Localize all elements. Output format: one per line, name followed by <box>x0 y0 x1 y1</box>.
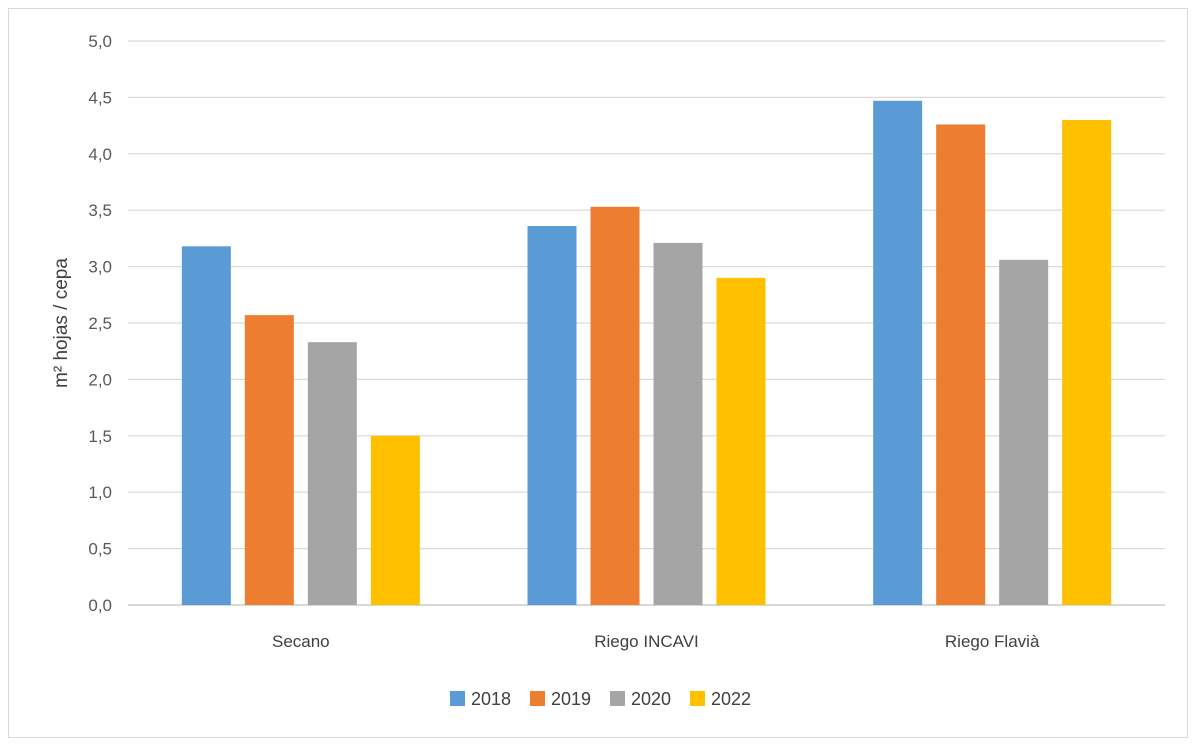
legend-swatch-2018 <box>450 691 465 706</box>
y-tick-label: 4,5 <box>88 88 112 107</box>
y-tick-label: 5,0 <box>88 32 112 51</box>
legend-label-2020: 2020 <box>631 689 671 709</box>
bar-2019-2 <box>936 124 986 606</box>
bar-2019-0 <box>244 315 294 605</box>
y-tick-label: 0,5 <box>88 540 112 559</box>
bar-2019-1 <box>590 206 640 606</box>
y-axis-title: m² hojas / cepa <box>51 258 72 388</box>
bar-2022-1 <box>716 277 766 605</box>
legend-label-2019: 2019 <box>551 689 591 709</box>
y-tick-label: 1,0 <box>88 483 112 502</box>
bar-2018-0 <box>181 246 231 605</box>
y-tick-label: 0,0 <box>88 596 112 615</box>
y-tick-label: 2,0 <box>88 370 112 389</box>
bar-2018-1 <box>527 225 577 605</box>
x-category-label: Riego Flavià <box>945 632 1040 651</box>
y-tick-labels: 0,0 0,5 1,0 1,5 2,0 2,5 3,0 3,5 4,0 4,5 5,0 <box>88 32 112 615</box>
y-tick-label: 3,0 <box>88 258 112 277</box>
y-tick-label: 2,5 <box>88 314 112 333</box>
y-tick-label: 3,5 <box>88 201 112 220</box>
y-tick-label: 4,0 <box>88 145 112 164</box>
bar-2018-2 <box>873 100 923 605</box>
legend-swatch-2022 <box>690 691 705 706</box>
bar-2022-2 <box>1062 119 1112 606</box>
bar-2020-1 <box>653 242 703 606</box>
bar-2022-0 <box>370 435 420 605</box>
bars <box>181 100 1112 606</box>
legend-swatch-2020 <box>610 691 625 706</box>
y-tick-label: 1,5 <box>88 427 112 446</box>
legend-label-2018: 2018 <box>471 689 511 709</box>
x-category-label: Riego INCAVI <box>594 632 699 651</box>
x-category-label: Secano <box>272 632 330 651</box>
legend-swatch-2019 <box>530 691 545 706</box>
bar-2020-0 <box>307 342 357 605</box>
x-category-labels: Secano Riego INCAVI Riego Flavià <box>272 632 1040 651</box>
legend: 2018 2019 2020 2022 <box>450 689 751 709</box>
bar-2020-2 <box>999 259 1049 605</box>
legend-label-2022: 2022 <box>711 689 751 709</box>
gridlines <box>128 40 1165 606</box>
